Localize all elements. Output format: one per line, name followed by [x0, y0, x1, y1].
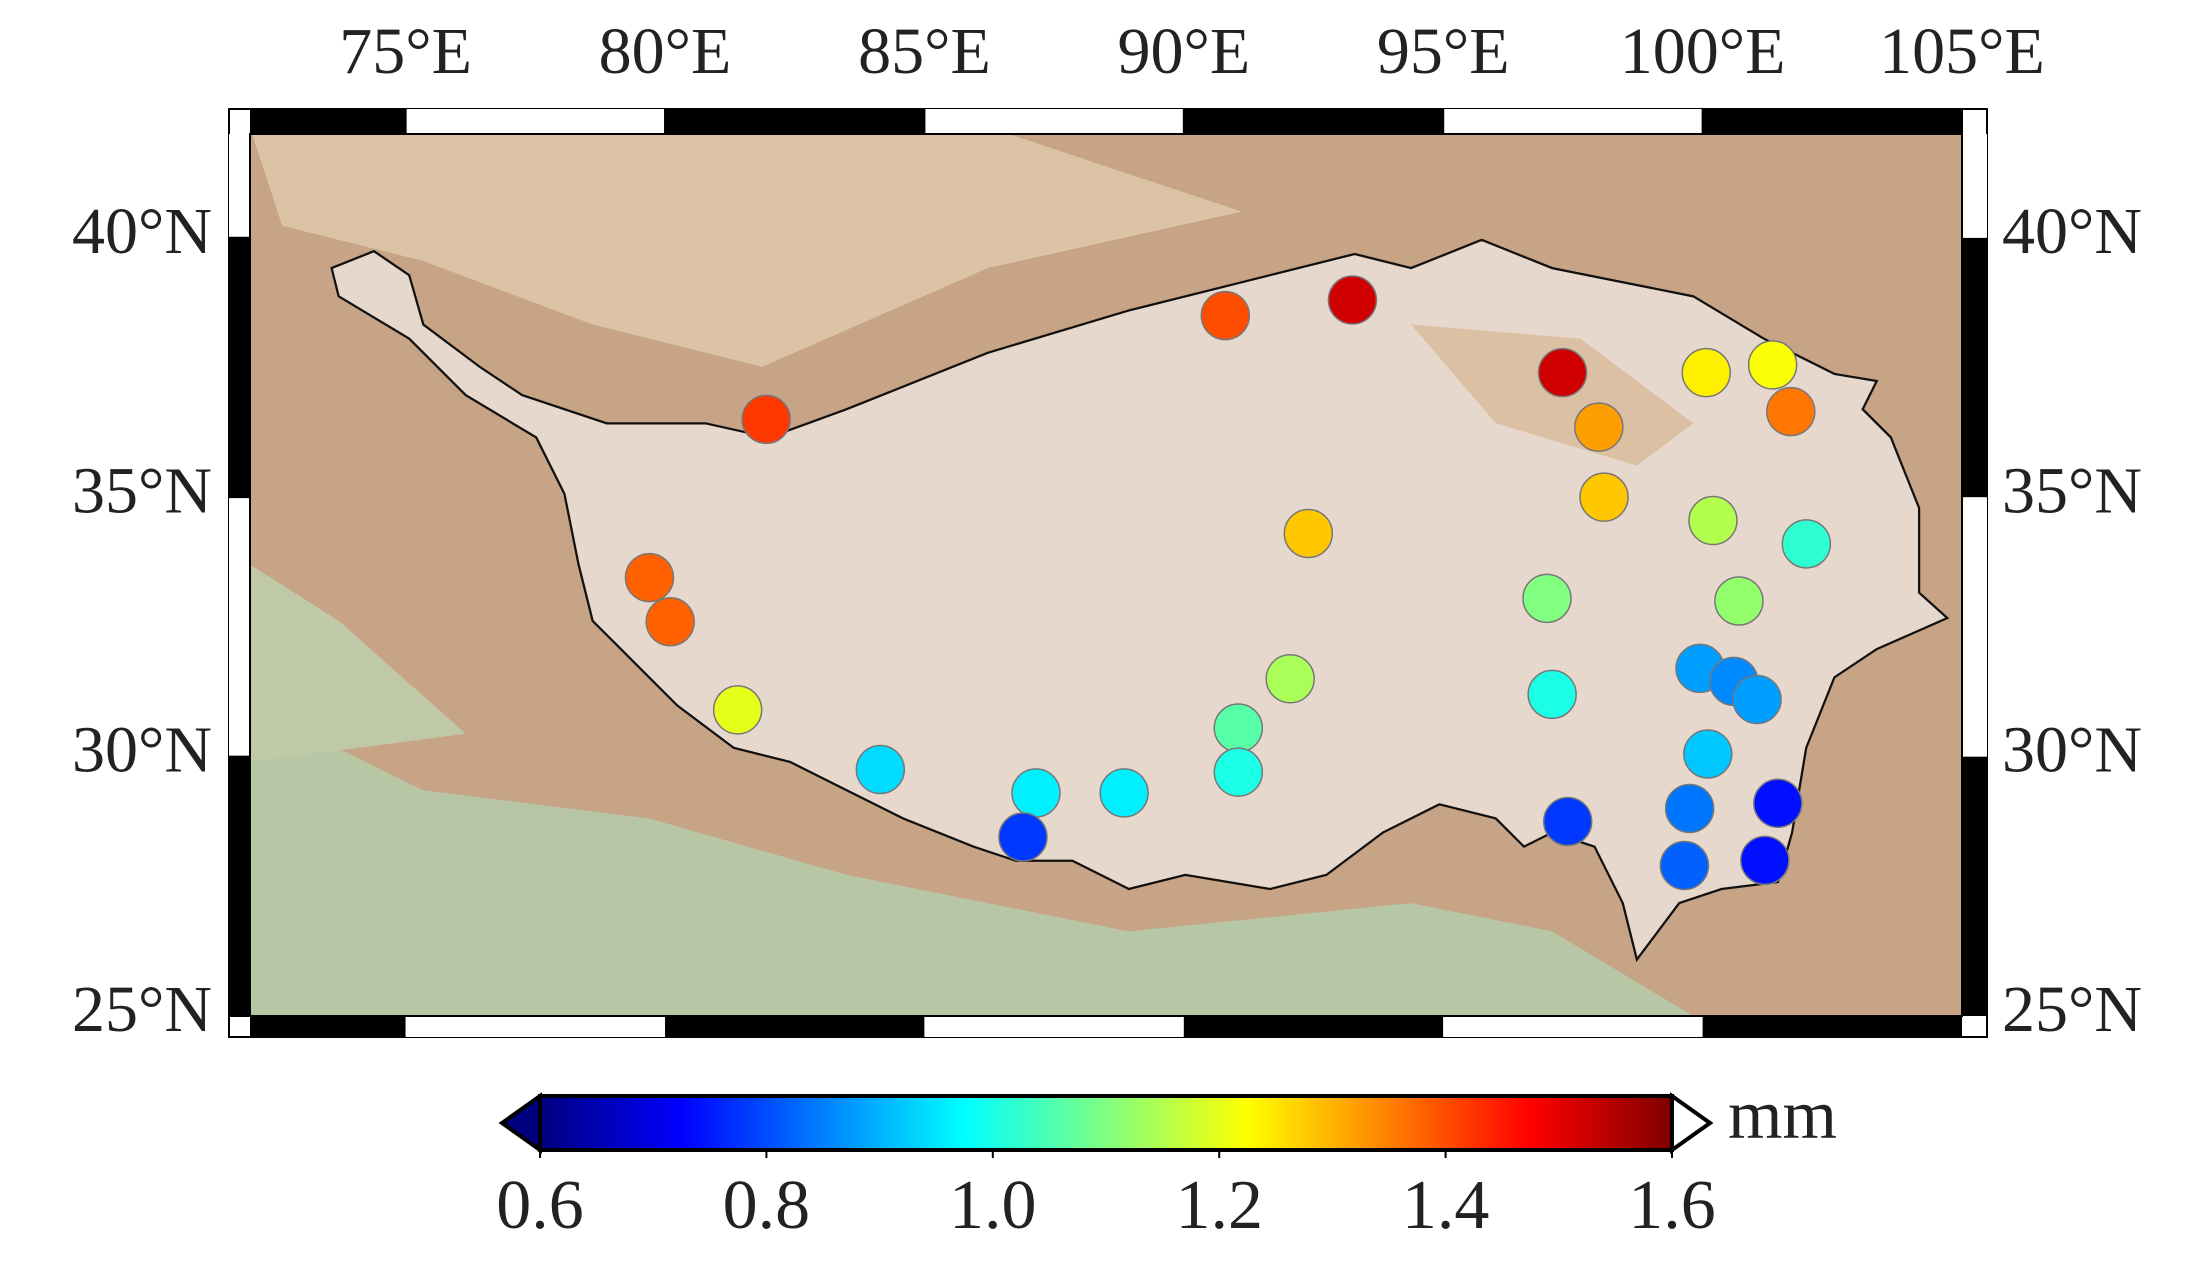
frame-band	[1183, 1016, 1444, 1037]
x-tick-label: 85°E	[858, 15, 991, 88]
station-point	[1213, 747, 1264, 797]
frame-band	[405, 109, 666, 134]
y-tick-label-right: 25°N	[2002, 973, 2142, 1046]
x-tick-label: 100°E	[1620, 15, 1786, 88]
station-point	[1327, 275, 1378, 325]
frame-band	[1702, 109, 1962, 134]
y-tick-label: 25°N	[72, 973, 212, 1046]
frame-band	[229, 756, 250, 1016]
frame-band	[250, 109, 406, 134]
station-point	[712, 685, 763, 735]
x-tick-label: 95°E	[1377, 15, 1510, 88]
colorbar-over	[1670, 1092, 1714, 1154]
station-point	[1659, 840, 1710, 891]
frame-band	[1443, 1016, 1703, 1037]
station-point	[855, 744, 906, 795]
frame-band	[1183, 109, 1444, 134]
frame-band	[665, 1016, 925, 1037]
frame-band	[1962, 497, 1987, 757]
colorbar-tick-label: 1.6	[1628, 1167, 1716, 1244]
station-point	[1522, 573, 1572, 624]
station-point	[624, 552, 675, 603]
frame-inner	[249, 133, 1963, 1017]
x-tick-label: 80°E	[599, 15, 732, 88]
frame-band	[250, 1016, 406, 1037]
y-tick-label: 40°N	[72, 195, 212, 268]
frame-band	[229, 134, 250, 238]
station-point	[1579, 472, 1629, 522]
y-tick-label-right: 30°N	[2002, 714, 2142, 787]
x-tick-label: 90°E	[1117, 15, 1250, 88]
station-point	[1527, 669, 1577, 720]
y-tick-label: 30°N	[72, 714, 212, 787]
station-point	[741, 394, 791, 445]
y-tick-label-right: 40°N	[2002, 195, 2142, 268]
frame-band	[1962, 237, 1987, 498]
station-point	[1683, 729, 1733, 779]
frame-band	[405, 1016, 666, 1037]
station-point	[1283, 508, 1334, 559]
station-point	[1664, 783, 1715, 834]
station-point	[1747, 340, 1798, 390]
station-point	[1265, 654, 1315, 704]
station-point	[1099, 768, 1149, 818]
map-frame: 75°E 80°E 85°E 90°E 95°E 100°E 105°E 25°N 25°N 30…	[72, 15, 2142, 1046]
station-point	[1740, 835, 1790, 886]
y-tick-label-right: 35°N	[2002, 454, 2142, 527]
station-point	[1574, 402, 1624, 452]
station-point	[1681, 347, 1731, 398]
station-point	[1766, 386, 1816, 437]
frame-band	[924, 1016, 1184, 1037]
frame-band	[229, 497, 250, 757]
station-point	[1200, 290, 1251, 341]
colorbar-under	[498, 1092, 542, 1154]
station-point	[1781, 519, 1832, 569]
x-tick-label: 75°E	[339, 15, 472, 88]
station-point	[1714, 576, 1764, 626]
station-point	[998, 812, 1048, 862]
colorbar-tick-label: 0.6	[496, 1167, 584, 1244]
station-point	[1542, 796, 1593, 847]
stations	[624, 275, 1832, 891]
colorbar-tick-label: 0.8	[723, 1167, 811, 1244]
frame-band	[1962, 756, 1987, 1016]
colorbar-tick-label: 1.2	[1175, 1167, 1263, 1244]
colorbar-body	[538, 1094, 1674, 1152]
station-point	[645, 596, 695, 647]
station-point	[1537, 347, 1588, 398]
terrain	[250, 134, 1962, 1016]
frame-band	[665, 109, 925, 134]
colorbar-tick-label: 1.0	[949, 1167, 1037, 1244]
colorbar: 0.6 0.8 1.0 1.2 1.4 1.6mm	[496, 1077, 1837, 1244]
frame-band	[924, 109, 1184, 134]
frame-band	[229, 237, 250, 498]
colorbar-tick-label: 1.4	[1402, 1167, 1490, 1244]
x-tick-label: 105°E	[1879, 15, 2045, 88]
station-point	[1213, 703, 1264, 753]
frame-band	[1443, 109, 1703, 134]
y-tick-label: 35°N	[72, 454, 212, 527]
station-point	[1732, 674, 1782, 725]
colorbar-unit: mm	[1728, 1077, 1837, 1154]
frame-band	[1962, 134, 1987, 238]
station-point	[1753, 778, 1803, 829]
station-point	[1011, 768, 1061, 818]
frame-band	[1702, 1016, 1962, 1037]
station-point	[1688, 495, 1738, 546]
